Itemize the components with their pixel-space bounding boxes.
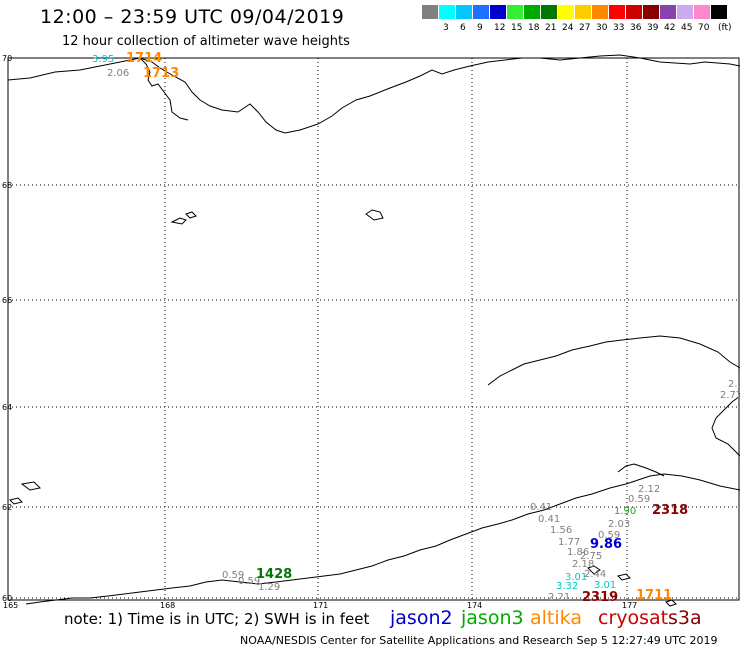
- scale-swatch: [456, 5, 472, 19]
- scale-label: 9: [477, 23, 483, 33]
- scale-label: 39: [647, 23, 659, 33]
- observation-value: 2319: [582, 590, 618, 605]
- scale-swatch: [575, 5, 591, 19]
- observation-value: 9.86: [590, 537, 622, 552]
- scale-swatch: [643, 5, 659, 19]
- scale-label: 33: [613, 23, 625, 33]
- scale-swatch: [507, 5, 523, 19]
- observation-value: 1714: [126, 51, 162, 66]
- lat-label: 60: [2, 594, 12, 603]
- observation-value: 2.21: [548, 592, 570, 603]
- scale-swatch: [439, 5, 455, 19]
- scale-label: 24: [562, 23, 574, 33]
- scale-swatch: [524, 5, 540, 19]
- observation-value: 1711: [636, 588, 672, 603]
- scale-swatch: [694, 5, 710, 19]
- scale-swatch: [626, 5, 642, 19]
- lon-label: 177: [622, 601, 637, 610]
- observation-value: 0.41: [530, 502, 552, 513]
- scale-swatch: [660, 5, 676, 19]
- observation-value: 1.56: [550, 525, 572, 536]
- lat-label: 66: [2, 296, 12, 305]
- observation-value: 0.59: [238, 576, 260, 587]
- observation-value: 0.41: [538, 514, 560, 525]
- scale-swatch: [541, 5, 557, 19]
- page-title: 12:00 – 23:59 UTC 09/04/2019: [40, 6, 345, 28]
- scale-label: 6: [460, 23, 466, 33]
- lat-label: 64: [2, 403, 12, 412]
- legend-cryosat: cryosat: [598, 607, 669, 629]
- observation-labels: 3.9517142.0617132.122.772.120.591.902318…: [92, 51, 740, 605]
- scale-label: 36: [630, 23, 642, 33]
- observation-value: 0.59: [628, 494, 650, 505]
- scale-swatch: [711, 5, 727, 19]
- scale-label: 18: [528, 23, 540, 33]
- lon-label: 168: [160, 601, 175, 610]
- legend-s3a: s3a: [668, 607, 702, 629]
- scale-label: 70: [698, 23, 710, 33]
- scale-label: 30: [596, 23, 608, 33]
- observation-value: 0.59: [222, 570, 244, 581]
- scale-label: 15: [511, 23, 523, 33]
- observation-value: 3.95: [92, 54, 114, 65]
- lat-label: 70: [2, 54, 12, 63]
- scale-swatch: [422, 5, 438, 19]
- scale-label: 21: [545, 23, 557, 33]
- observation-value: 2.03: [608, 519, 630, 530]
- scale-label: 27: [579, 23, 591, 33]
- observation-value: 2.77: [720, 390, 740, 401]
- lon-label: 174: [467, 601, 482, 610]
- scale-swatch: [473, 5, 489, 19]
- scale-label: 3: [443, 23, 449, 33]
- scale-label: 12: [494, 23, 506, 33]
- scale-swatch: [677, 5, 693, 19]
- map-border: [7, 57, 740, 601]
- observation-value: 3.32: [556, 581, 578, 592]
- observation-value: 3.01: [594, 580, 616, 591]
- scale-swatch: [609, 5, 625, 19]
- observation-value: 2.12: [638, 484, 660, 495]
- legend-jason3: jason3: [461, 607, 524, 629]
- scale-swatch: [490, 5, 506, 19]
- legend-altika: altika: [530, 607, 582, 629]
- observation-value: 1428: [256, 567, 292, 582]
- observation-value: 1.77: [558, 537, 580, 548]
- lon-label: 165: [3, 601, 18, 610]
- observation-value: 1.86: [567, 547, 589, 558]
- lat-label: 62: [2, 503, 12, 512]
- observation-value: 2.12: [728, 379, 740, 390]
- scale-unit: (ft): [718, 23, 732, 33]
- coastline: [7, 54, 740, 607]
- observation-value: 2.06: [107, 68, 129, 79]
- observation-value: 1.90: [614, 506, 636, 517]
- observation-value: 2.44: [584, 569, 606, 580]
- legend-jason2: jason2: [390, 607, 453, 629]
- footnote: note: 1) Time is in UTC; 2) SWH is in fe…: [64, 610, 370, 628]
- observation-value: 2.18: [572, 559, 594, 570]
- observation-value: 2318: [652, 503, 688, 518]
- observation-value: 1.29: [258, 582, 280, 593]
- scale-label: 45: [681, 23, 693, 33]
- observation-value: 2.75: [580, 551, 602, 562]
- observation-value: 3.01: [565, 572, 587, 583]
- scale-label: 42: [664, 23, 676, 33]
- observation-value: 0.59: [598, 530, 620, 541]
- page-subtitle: 12 hour collection of altimeter wave hei…: [62, 34, 350, 49]
- observation-value: 1713: [143, 66, 179, 81]
- lon-label: 171: [313, 601, 328, 610]
- scale-swatch: [558, 5, 574, 19]
- lat-label: 68: [2, 181, 12, 190]
- scale-swatch: [592, 5, 608, 19]
- credit-line: NOAA/NESDIS Center for Satellite Applica…: [240, 634, 718, 647]
